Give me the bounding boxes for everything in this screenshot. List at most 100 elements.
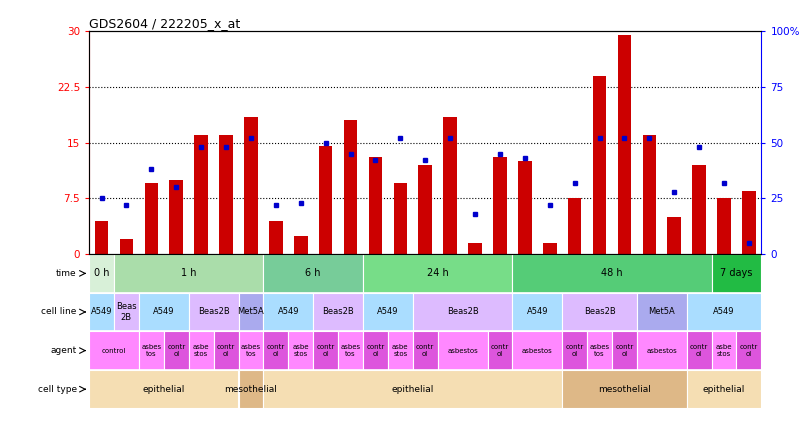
Bar <box>437 331 488 370</box>
Text: contr
ol: contr ol <box>565 344 584 357</box>
Bar <box>120 239 134 254</box>
Bar <box>642 135 656 254</box>
Bar <box>194 135 208 254</box>
Text: A549: A549 <box>91 308 113 317</box>
Text: cell type: cell type <box>37 385 77 394</box>
Bar <box>238 293 263 331</box>
Bar <box>513 293 562 331</box>
Bar <box>742 191 756 254</box>
Bar <box>294 235 308 254</box>
Text: epithelial: epithelial <box>703 385 745 394</box>
Bar <box>369 158 382 254</box>
Bar <box>693 165 706 254</box>
Text: agent: agent <box>50 346 77 355</box>
Text: A549: A549 <box>526 308 548 317</box>
Bar <box>468 243 482 254</box>
Bar <box>139 331 164 370</box>
Text: asbe
stos: asbe stos <box>392 344 408 357</box>
Bar <box>338 331 363 370</box>
Bar <box>513 331 562 370</box>
Bar <box>687 370 761 408</box>
Bar <box>169 180 183 254</box>
Bar <box>189 331 214 370</box>
Text: 1 h: 1 h <box>181 268 197 278</box>
Bar <box>95 221 109 254</box>
Bar <box>712 331 736 370</box>
Bar <box>568 198 582 254</box>
Text: contr
ol: contr ol <box>167 344 185 357</box>
Text: control: control <box>102 348 126 353</box>
Bar <box>394 183 407 254</box>
Text: contr
ol: contr ol <box>740 344 758 357</box>
Bar <box>89 293 114 331</box>
Bar <box>363 293 413 331</box>
Text: 6 h: 6 h <box>305 268 321 278</box>
Bar <box>687 293 761 331</box>
Bar <box>443 117 457 254</box>
Bar <box>269 221 283 254</box>
Bar <box>214 331 238 370</box>
Bar <box>164 331 189 370</box>
Text: Beas2B: Beas2B <box>322 308 354 317</box>
Text: A549: A549 <box>278 308 299 317</box>
Text: mesothelial: mesothelial <box>598 385 651 394</box>
Bar <box>238 331 263 370</box>
Bar <box>562 370 687 408</box>
Bar <box>637 331 687 370</box>
Text: A549: A549 <box>153 308 174 317</box>
Bar <box>263 331 288 370</box>
Bar <box>562 293 637 331</box>
Bar <box>89 254 114 293</box>
Bar <box>343 120 357 254</box>
Text: contr
ol: contr ol <box>266 344 285 357</box>
Text: contr
ol: contr ol <box>317 344 335 357</box>
Bar <box>513 254 712 293</box>
Bar <box>637 293 687 331</box>
Text: 0 h: 0 h <box>94 268 109 278</box>
Bar <box>288 331 313 370</box>
Bar <box>488 331 513 370</box>
Bar <box>363 331 388 370</box>
Bar <box>144 183 158 254</box>
Text: Met5A: Met5A <box>649 308 676 317</box>
Text: asbestos: asbestos <box>646 348 677 353</box>
Text: asbestos: asbestos <box>447 348 478 353</box>
Bar <box>220 135 233 254</box>
Bar <box>667 217 681 254</box>
Text: Beas
2B: Beas 2B <box>116 302 137 322</box>
Bar <box>612 331 637 370</box>
Text: Met5A: Met5A <box>237 308 264 317</box>
Text: Beas2B: Beas2B <box>584 308 616 317</box>
Text: contr
ol: contr ol <box>366 344 385 357</box>
Text: 7 days: 7 days <box>720 268 752 278</box>
Bar <box>89 331 139 370</box>
Text: time: time <box>56 269 77 278</box>
Text: asbe
stos: asbe stos <box>193 344 210 357</box>
Text: asbes
tos: asbes tos <box>241 344 261 357</box>
Text: GDS2604 / 222205_x_at: GDS2604 / 222205_x_at <box>89 17 241 30</box>
Text: A549: A549 <box>714 308 735 317</box>
Text: asbes
tos: asbes tos <box>590 344 610 357</box>
Text: 48 h: 48 h <box>601 268 623 278</box>
Text: asbes
tos: asbes tos <box>141 344 161 357</box>
Text: asbe
stos: asbe stos <box>292 344 309 357</box>
Text: contr
ol: contr ol <box>416 344 434 357</box>
Text: asbestos: asbestos <box>522 348 552 353</box>
Bar <box>363 254 513 293</box>
Text: cell line: cell line <box>41 308 77 317</box>
Bar <box>717 198 731 254</box>
Bar <box>263 293 313 331</box>
Bar <box>313 331 338 370</box>
Bar <box>189 293 238 331</box>
Text: asbe
stos: asbe stos <box>716 344 732 357</box>
Bar <box>263 370 562 408</box>
Text: contr
ol: contr ol <box>690 344 708 357</box>
Text: epithelial: epithelial <box>143 385 185 394</box>
Bar <box>244 117 258 254</box>
Bar <box>736 331 761 370</box>
Bar <box>687 331 712 370</box>
Bar <box>562 331 587 370</box>
Bar <box>518 161 531 254</box>
Bar <box>238 370 263 408</box>
Bar <box>419 165 432 254</box>
